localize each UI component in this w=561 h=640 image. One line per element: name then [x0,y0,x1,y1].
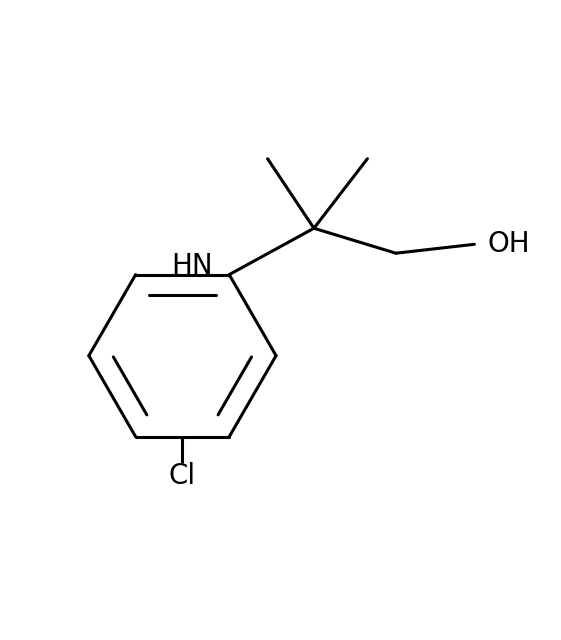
Text: HN: HN [172,252,213,280]
Text: Cl: Cl [169,461,196,490]
Text: OH: OH [488,230,530,259]
